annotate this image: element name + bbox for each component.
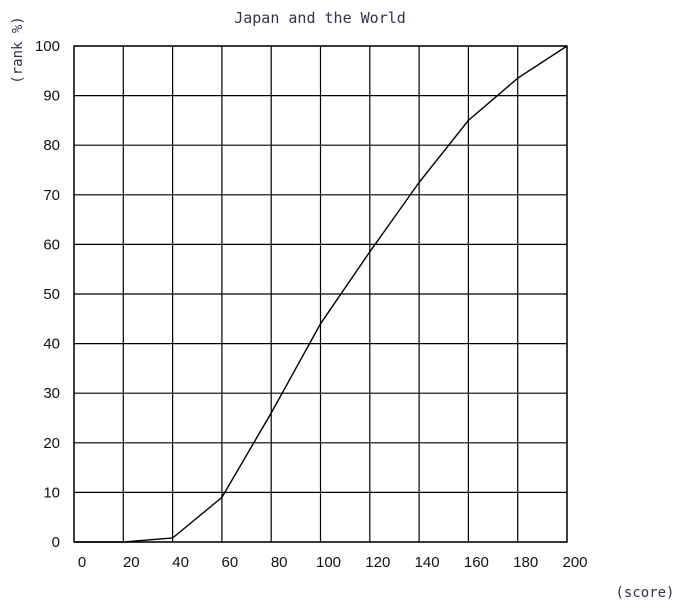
chart-title: Japan and the World — [234, 9, 406, 27]
series-line — [74, 45, 568, 543]
y-tick-label: 40 — [43, 336, 60, 353]
plot-frame — [73, 45, 568, 543]
x-tick-label: 60 — [222, 554, 239, 571]
x-tick-label: 20 — [123, 554, 140, 571]
x-tick-label: 80 — [271, 554, 288, 571]
y-tick-label: 100 — [35, 38, 60, 55]
y-tick-label: 50 — [43, 286, 60, 303]
y-axis-label: (rank %) — [10, 16, 26, 83]
x-tick-label: 120 — [365, 554, 390, 571]
y-tick-label: 0 — [52, 534, 60, 551]
y-axis-ticks: 0 10 20 30 40 50 60 70 80 90 100 — [35, 38, 60, 551]
y-tick-label: 60 — [43, 236, 60, 253]
x-tick-label: 140 — [415, 554, 440, 571]
x-tick-label: 0 — [78, 554, 86, 571]
x-tick-label: 100 — [316, 554, 341, 571]
y-tick-label: 10 — [43, 484, 60, 501]
y-tick-label: 70 — [43, 187, 60, 204]
x-tick-label: 160 — [464, 554, 489, 571]
x-tick-label: 200 — [562, 554, 587, 571]
grid — [73, 45, 568, 543]
y-tick-label: 30 — [43, 385, 60, 402]
x-tick-label: 180 — [513, 554, 538, 571]
y-tick-label: 80 — [43, 137, 60, 154]
x-tick-label: 40 — [172, 554, 189, 571]
x-axis-ticks: 0 20 40 60 80 100 120 140 160 180 200 — [78, 554, 588, 571]
series-group — [74, 45, 568, 543]
y-tick-label: 90 — [43, 88, 60, 105]
x-axis-label: (score) — [615, 585, 674, 601]
y-tick-label: 20 — [43, 435, 60, 452]
